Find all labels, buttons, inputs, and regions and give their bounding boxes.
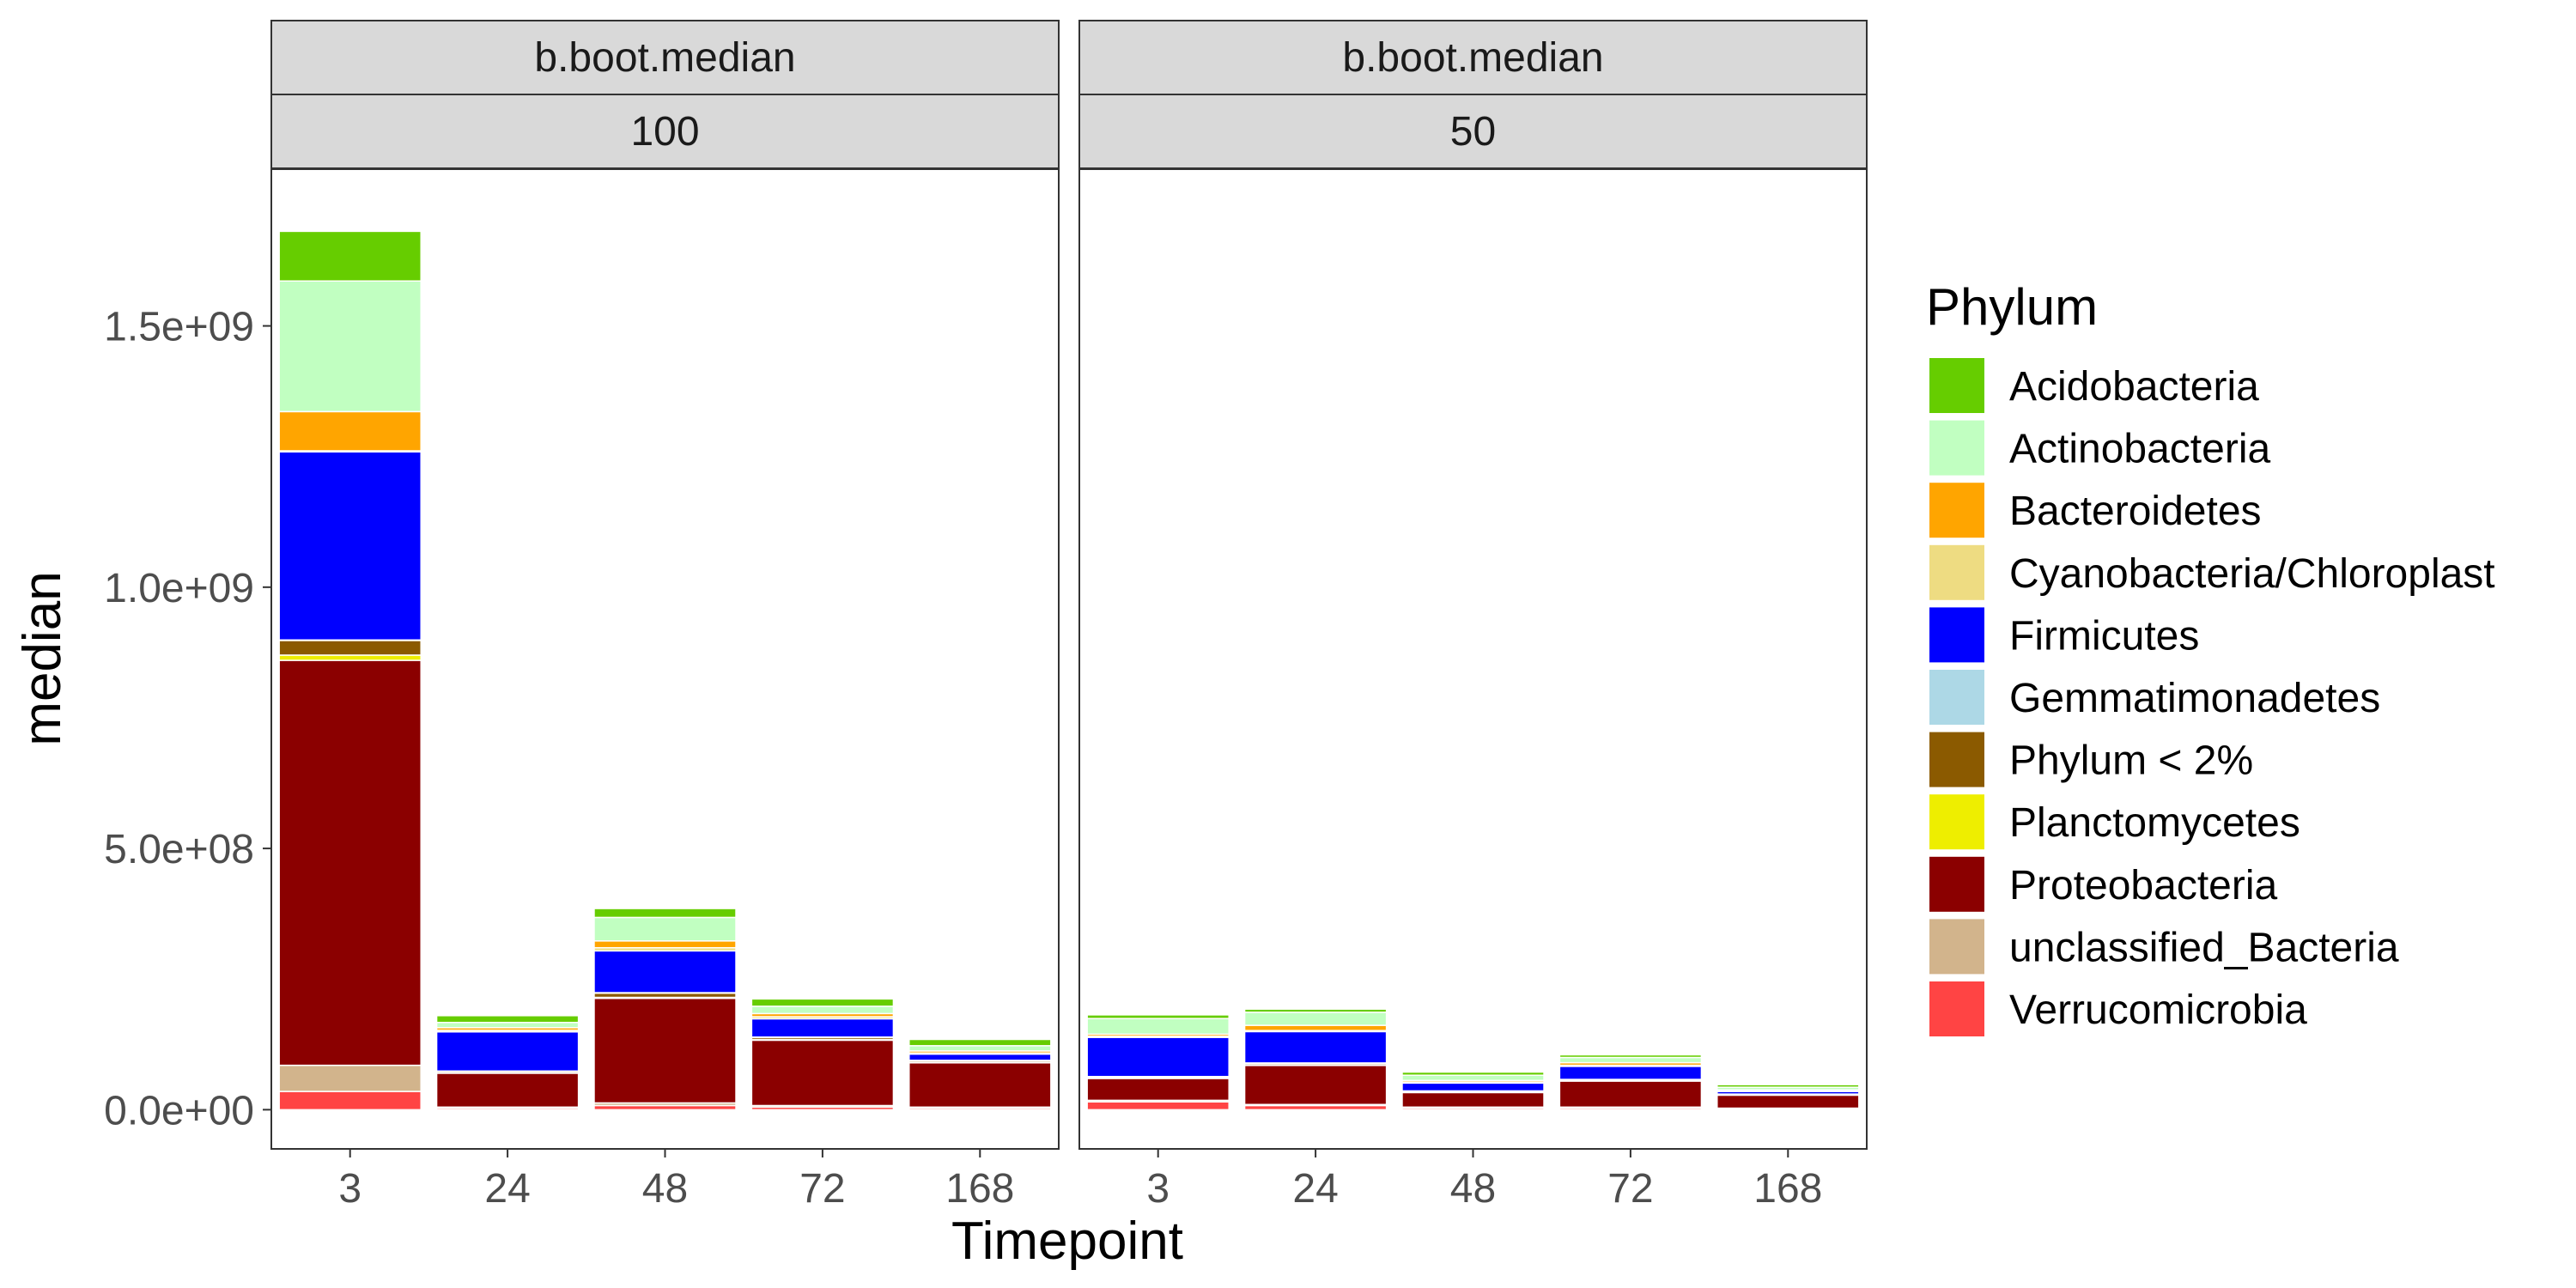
facet-strip-top-label: b.boot.median [1342, 35, 1603, 81]
bar-segment-3-proteobacteria [278, 659, 422, 1066]
legend-label-actinobacteria: Actinobacteria [2009, 427, 2270, 472]
bar-segment-168-acidobacteria [908, 1038, 1052, 1047]
facet-strip-bottom-label: 100 [630, 109, 699, 155]
y-axis-title: median [13, 571, 72, 745]
bar-segment-168-actinobacteria [908, 1045, 1052, 1052]
bar-segment-48-actinobacteria [1401, 1074, 1545, 1082]
y-tick-label: 5.0e+08 [104, 827, 254, 872]
bar-segment-3-unclassified-bacteria [278, 1064, 422, 1092]
x-tick-label: 24 [1292, 1166, 1338, 1212]
facet-strip-top-label: b.boot.median [534, 35, 795, 81]
bar-segment-3-proteobacteria [1086, 1078, 1230, 1102]
bar-segment-48-firmicutes [1401, 1082, 1545, 1092]
bar-segment-48-proteobacteria [1401, 1091, 1545, 1109]
legend-label-bacteroidetes: Bacteroidetes [2009, 489, 2262, 534]
x-tick-label: 24 [484, 1166, 530, 1212]
bar-segment-72-firmicutes [750, 1018, 895, 1038]
bar-segment-24-proteobacteria [435, 1072, 580, 1109]
legend-key-bacteroidetes [1928, 481, 1986, 540]
legend-label-unclassified-bacteria: unclassified_Bacteria [2009, 925, 2399, 970]
legend-title: Phylum [1926, 278, 2098, 336]
legend-label-cyanobacteria-chloroplast: Cyanobacteria/Chloroplast [2009, 551, 2495, 597]
bar-segment-48-firmicutes [593, 950, 737, 993]
y-tick-label: 1.5e+09 [104, 305, 254, 350]
bar-segment-24-acidobacteria [1243, 1008, 1388, 1013]
bar-segment-3-phylum-2- [278, 640, 422, 656]
legend-key-firmicutes [1928, 605, 1986, 665]
bar-segment-72-proteobacteria [1558, 1080, 1703, 1109]
bar-segment-48-actinobacteria [593, 916, 737, 942]
x-tick-label: 3 [1146, 1166, 1170, 1212]
bar-segment-72-acidobacteria [750, 998, 895, 1007]
bar-segment-3-acidobacteria [278, 230, 422, 282]
legend-key-proteobacteria [1928, 854, 1986, 914]
legend-label-proteobacteria: Proteobacteria [2009, 863, 2277, 908]
bar-segment-48-acidobacteria [593, 908, 737, 919]
bar-segment-24-actinobacteria [1243, 1012, 1388, 1026]
bar-segment-24-acidobacteria [435, 1015, 580, 1024]
legend-key-cyanobacteria-chloroplast [1928, 543, 1986, 602]
legend-key-phylum-2- [1928, 730, 1986, 789]
legend-key-verrucomicrobia [1928, 980, 1986, 1038]
legend-label-gemmatimonadetes: Gemmatimonadetes [2009, 676, 2380, 721]
x-tick-label: 3 [338, 1166, 361, 1212]
facet-strip-bottom-label: 50 [1450, 109, 1496, 155]
legend-label-verrucomicrobia: Verrucomicrobia [2009, 987, 2307, 1033]
legend-label-firmicutes: Firmicutes [2009, 613, 2199, 659]
x-axis-title: Timepoint [951, 1212, 1183, 1271]
bar-segment-3-actinobacteria [1086, 1018, 1230, 1036]
bar-segment-3-planctomycetes [278, 654, 422, 661]
legend: Phylum Acidobacteria Actinobacteria Bactero… [1926, 278, 2495, 1038]
bar-segment-72-actinobacteria [750, 1005, 895, 1015]
bar-segment-24-bacteroidetes [1243, 1024, 1388, 1031]
facet-panel-0: b.boot.median 100 3 24 48 72 168 [270, 20, 1060, 1212]
x-tick-label: 72 [799, 1166, 845, 1212]
bar-segment-168-proteobacteria [1716, 1094, 1860, 1109]
bar-segment-3-acidobacteria [1086, 1014, 1230, 1019]
bar-segment-48-bacteroidetes [593, 940, 737, 949]
facet-panel-1: b.boot.median 50 3 24 48 72 168 [1078, 20, 1868, 1212]
facet-strip-top [1078, 20, 1868, 95]
legend-label-phylum-2-: Phylum < 2% [2009, 738, 2253, 784]
bar-segment-3-actinobacteria [278, 280, 422, 413]
x-tick-label: 168 [1753, 1166, 1822, 1212]
bar-segment-72-firmicutes [1558, 1066, 1703, 1080]
y-tick-label: 1.0e+09 [104, 566, 254, 611]
x-tick-label: 48 [642, 1166, 688, 1212]
bar-segment-3-firmicutes [278, 451, 422, 641]
bar-segment-24-actinobacteria [435, 1021, 580, 1029]
bar-segment-3-firmicutes [1086, 1036, 1230, 1078]
legend-key-acidobacteria [1928, 356, 1986, 415]
bar-segment-72-actinobacteria [1558, 1056, 1703, 1064]
bar-segment-168-acidobacteria [1716, 1084, 1860, 1088]
x-tick-label: 72 [1607, 1166, 1653, 1212]
bar-segment-72-acidobacteria [1558, 1054, 1703, 1059]
panel-background [1078, 168, 1868, 1150]
legend-label-acidobacteria: Acidobacteria [2009, 364, 2259, 410]
bar-segment-168-firmicutes [908, 1053, 1052, 1061]
bar-segment-3-bacteroidetes [278, 410, 422, 452]
bar-segment-24-firmicutes [435, 1030, 580, 1072]
facet-strip-bottom [270, 94, 1060, 169]
legend-label-planctomycetes: Planctomycetes [2009, 800, 2300, 846]
y-tick-label: 0.0e+00 [104, 1088, 254, 1133]
x-tick-label: 48 [1450, 1166, 1496, 1212]
legend-key-gemmatimonadetes [1928, 668, 1986, 726]
bar-segment-48-proteobacteria [593, 997, 737, 1104]
bar-segment-168-proteobacteria [908, 1061, 1052, 1109]
bar-segment-24-firmicutes [1243, 1030, 1388, 1064]
legend-key-actinobacteria [1928, 418, 1986, 477]
bar-segment-24-proteobacteria [1243, 1064, 1388, 1106]
legend-key-planctomycetes [1928, 793, 1986, 852]
legend-key-unclassified-bacteria [1928, 917, 1986, 976]
bar-segment-3-verrucomicrobia [278, 1091, 422, 1111]
x-tick-label: 168 [945, 1166, 1014, 1212]
bar-segment-48-acidobacteria [1401, 1071, 1545, 1076]
bar-segment-72-proteobacteria [750, 1039, 895, 1107]
bar-segment-3-verrucomicrobia [1086, 1101, 1230, 1111]
facet-strip-bottom [1078, 94, 1868, 169]
facet-strip-top [270, 20, 1060, 95]
